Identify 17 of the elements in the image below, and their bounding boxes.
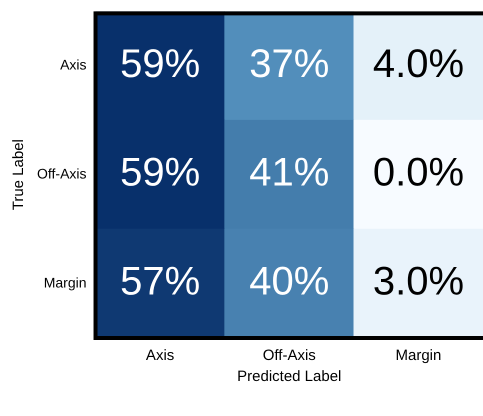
data-label: 59% — [120, 150, 200, 195]
data-label: 4.0% — [372, 42, 464, 86]
y-tick-label: Off-Axis — [36, 166, 87, 182]
data-label: 59% — [120, 42, 200, 86]
y-axis-title: True Label — [10, 139, 28, 210]
data-label: 57% — [120, 260, 200, 304]
x-tick-label: Axis — [146, 347, 174, 364]
x-tick-label: Margin — [395, 347, 442, 364]
y-tick-label: Margin — [44, 274, 87, 290]
x-axis-title: Predicted Label — [237, 368, 342, 386]
data-label: 3.0% — [372, 260, 464, 304]
data-label: 40% — [249, 260, 330, 304]
x-tick-label: Off-Axis — [262, 347, 316, 364]
data-label: 37% — [249, 42, 330, 86]
data-label: 41% — [249, 150, 330, 195]
y-tick-label: Axis — [60, 56, 87, 73]
data-label: 0.0% — [372, 150, 464, 195]
